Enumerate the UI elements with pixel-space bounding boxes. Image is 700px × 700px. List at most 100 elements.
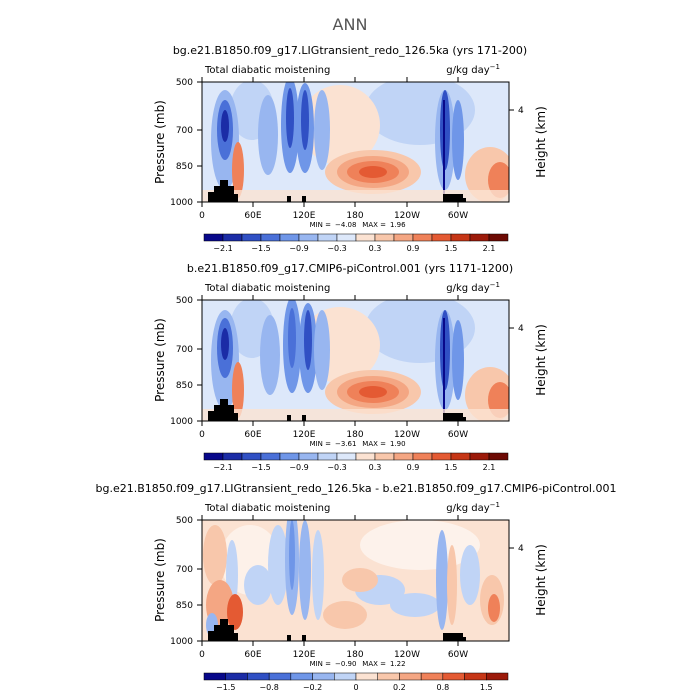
panel-2-contour <box>390 593 440 617</box>
panel-2-topography <box>443 633 466 641</box>
panel-0-colorbar: −2.1 −1.5 −0.9 −0.3 0.3 0.9 1.5 2.1 <box>203 233 509 253</box>
panel-0-xtick: 0 <box>199 211 205 221</box>
colorbar-swatch <box>268 672 292 681</box>
panel-2-max-label: MAX = <box>362 660 386 668</box>
panel-2-xtick: 60E <box>244 650 261 660</box>
colorbar-tick-label: −0.8 <box>259 683 278 692</box>
colorbar-swatch <box>355 452 376 461</box>
colorbar-swatch <box>355 672 378 681</box>
panel-1-ytick: 1000 <box>170 417 193 427</box>
panel-1-contour <box>443 318 445 418</box>
panel-2-title: bg.e21.B1850.f09_g17.LIGtransient_redo_1… <box>96 482 617 495</box>
panel-1-field <box>202 300 509 421</box>
panel-0-xtick: 180 <box>346 211 363 221</box>
figure-title: ANN <box>333 15 368 34</box>
panel-2-topography <box>302 635 306 641</box>
colorbar-tick-label: 0.9 <box>407 463 420 472</box>
colorbar-swatch <box>412 452 433 461</box>
panel-0-topography <box>302 196 306 202</box>
panel-0-topography <box>287 196 291 202</box>
panel-1-right-tick: 4 <box>518 324 524 334</box>
panel-1-topography <box>302 415 306 421</box>
colorbar-tick-label: −2.1 <box>213 244 232 253</box>
colorbar-swatch <box>450 233 471 242</box>
panel-1-max-value: 1.90 <box>390 440 406 448</box>
colorbar-swatch <box>203 452 224 461</box>
panel-2-contour <box>299 520 311 620</box>
colorbar-swatch <box>260 452 281 461</box>
panel-0-xtick: 60E <box>244 211 261 221</box>
colorbar-swatch <box>336 233 357 242</box>
panel-2-contour <box>244 565 272 605</box>
panel-0-topography <box>208 180 238 202</box>
panel-1-xtick: 0 <box>199 430 205 440</box>
colorbar-swatch <box>317 452 338 461</box>
panel-0-max-value: 1.96 <box>390 221 406 229</box>
colorbar-tick-label: 1.5 <box>445 244 458 253</box>
panel-1-contour <box>359 386 387 398</box>
panel-1-contour <box>232 362 244 418</box>
panel-2-contour <box>436 530 448 630</box>
panel-1-xtick: 60W <box>448 430 468 440</box>
colorbar-swatch <box>488 452 509 461</box>
panel-1-xtick: 120E <box>293 430 316 440</box>
panel-1-title: b.e21.B1850.f09_g17.CMIP6-piControl.001 … <box>187 262 513 275</box>
panel-1-contour <box>202 409 509 421</box>
panel-2-contour <box>227 594 243 630</box>
colorbar-tick-label: −0.9 <box>289 463 308 472</box>
colorbar-tick-label: −0.3 <box>327 244 346 253</box>
panel-2: bg.e21.B1850.f09_g17.LIGtransient_redo_1… <box>96 482 617 692</box>
colorbar-swatch <box>450 452 471 461</box>
panel-1-contour <box>452 320 464 400</box>
panel-0-xtick: 120W <box>394 211 420 221</box>
panel-0-ylabel: Pressure (mb) <box>153 100 167 184</box>
panel-2-contour <box>289 520 295 590</box>
panel-2-right-ylabel: Height (km) <box>534 544 548 615</box>
panel-2-ticks <box>197 515 514 646</box>
panel-1-right-ylabel: Height (km) <box>534 324 548 395</box>
colorbar-swatch <box>442 672 465 681</box>
panel-1-max-label: MAX = <box>362 440 386 448</box>
colorbar-swatch <box>469 233 490 242</box>
panel-0-ticks <box>197 77 514 207</box>
panel-2-contour <box>312 530 324 620</box>
panel-0-max-label: MAX = <box>362 221 386 229</box>
colorbar-tick-label: 1.5 <box>480 683 493 692</box>
colorbar-swatch <box>377 672 400 681</box>
colorbar-swatch <box>290 672 313 681</box>
panel-2-ytick: 850 <box>176 601 193 611</box>
panel-2-right-tick: 4 <box>518 544 524 554</box>
colorbar-tick-label: 0.9 <box>407 244 420 253</box>
panel-1-contour <box>304 310 312 370</box>
panel-1-contour <box>260 315 280 395</box>
panel-2-ytick: 1000 <box>170 637 193 647</box>
panel-2-ytick: 500 <box>176 516 193 526</box>
colorbar-swatch <box>312 672 335 681</box>
panel-0-contour <box>314 90 330 170</box>
colorbar-swatch <box>412 233 433 242</box>
panel-0-contour <box>202 190 509 202</box>
colorbar-swatch <box>431 233 452 242</box>
panel-2-field <box>202 520 509 641</box>
panel-2-contour <box>460 545 480 605</box>
panel-0-right-ylabel: Height (km) <box>534 106 548 177</box>
panel-2-contour <box>203 525 227 585</box>
panel-1-ylabel: Pressure (mb) <box>153 318 167 402</box>
panel-1-topography <box>443 413 466 421</box>
panel-1-min-value: −3.61 <box>335 440 356 448</box>
panel-1-colorbar: −2.1 −1.5 −0.9 −0.3 0.3 0.9 1.5 2.1 <box>203 452 509 472</box>
panel-0-units: g/kg day−1 <box>446 63 500 76</box>
colorbar-tick-label: −2.1 <box>213 463 232 472</box>
panel-1: b.e21.B1850.f09_g17.CMIP6-piControl.001 … <box>153 262 548 472</box>
colorbar-tick-label: 0.8 <box>436 683 449 692</box>
colorbar-swatch <box>317 233 338 242</box>
colorbar-swatch <box>488 233 509 242</box>
colorbar-swatch <box>374 452 395 461</box>
panel-1-xtick: 120W <box>394 430 420 440</box>
panel-2-colorbar: −1.5 −0.8 −0.2 0 0.2 0.8 1.5 <box>203 672 509 692</box>
panel-1-contour <box>488 382 509 418</box>
colorbar-swatch <box>241 233 262 242</box>
colorbar-swatch <box>225 672 248 681</box>
panel-0-contour <box>301 90 309 150</box>
panel-2-topography <box>287 635 291 641</box>
